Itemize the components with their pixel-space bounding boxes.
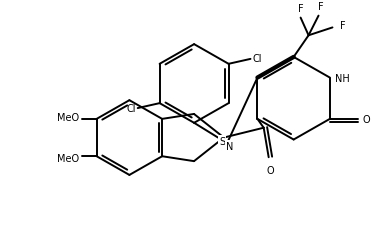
Text: F: F bbox=[318, 2, 323, 12]
Text: Cl: Cl bbox=[253, 54, 262, 64]
Text: MeO: MeO bbox=[57, 153, 79, 164]
Text: F: F bbox=[298, 4, 304, 14]
Text: Cl: Cl bbox=[126, 104, 136, 114]
Text: N: N bbox=[226, 141, 233, 151]
Text: NH: NH bbox=[335, 73, 350, 83]
Text: S: S bbox=[219, 136, 225, 146]
Text: F: F bbox=[340, 21, 346, 31]
Text: O: O bbox=[363, 114, 370, 124]
Text: O: O bbox=[267, 165, 275, 175]
Text: MeO: MeO bbox=[57, 112, 79, 122]
